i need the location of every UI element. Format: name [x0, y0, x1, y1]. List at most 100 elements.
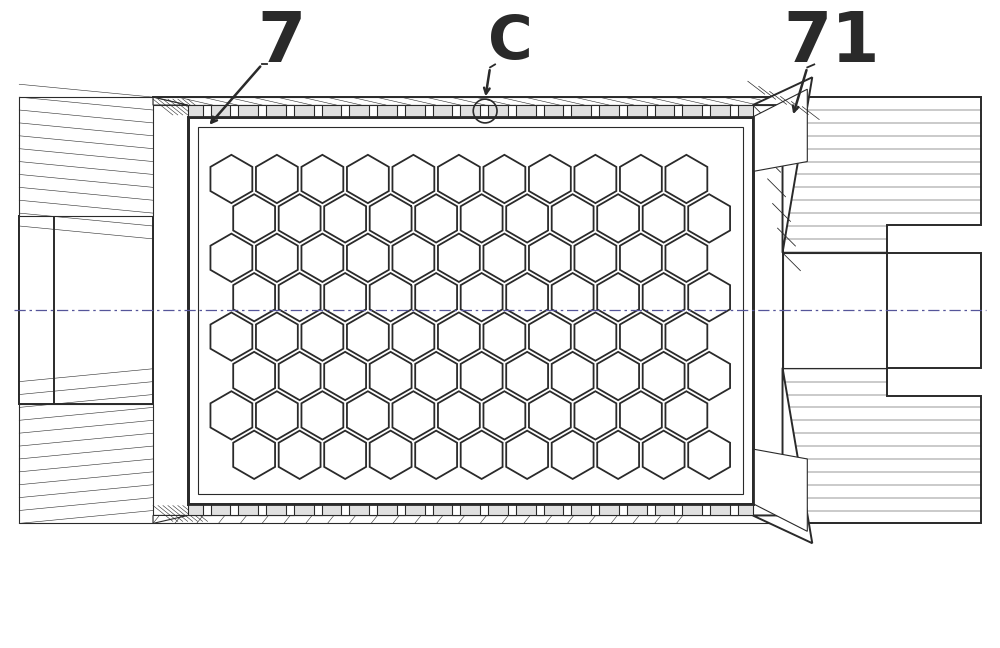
Polygon shape — [643, 273, 685, 321]
Polygon shape — [392, 234, 434, 282]
Polygon shape — [574, 391, 616, 439]
Polygon shape — [438, 234, 480, 282]
Bar — [203, 503, 211, 515]
Text: 71: 71 — [784, 9, 880, 76]
Bar — [203, 105, 211, 117]
Polygon shape — [256, 234, 298, 282]
Bar — [591, 503, 599, 515]
Polygon shape — [301, 312, 343, 361]
Bar — [536, 105, 544, 117]
Polygon shape — [597, 431, 639, 479]
Bar — [480, 503, 488, 515]
Polygon shape — [347, 391, 389, 439]
Bar — [702, 503, 710, 515]
Polygon shape — [324, 273, 366, 321]
Bar — [341, 105, 349, 117]
Polygon shape — [783, 253, 887, 368]
Polygon shape — [370, 352, 412, 400]
Polygon shape — [688, 352, 730, 400]
Polygon shape — [529, 312, 571, 361]
Bar — [730, 503, 738, 515]
Polygon shape — [279, 273, 321, 321]
Bar — [188, 117, 753, 503]
Polygon shape — [370, 194, 412, 242]
Polygon shape — [370, 431, 412, 479]
Polygon shape — [688, 194, 730, 242]
Polygon shape — [461, 352, 503, 400]
Polygon shape — [483, 312, 525, 361]
Polygon shape — [597, 273, 639, 321]
Polygon shape — [415, 431, 457, 479]
Polygon shape — [597, 352, 639, 400]
Polygon shape — [256, 312, 298, 361]
Bar — [425, 105, 433, 117]
Bar — [369, 105, 377, 117]
Polygon shape — [574, 155, 616, 203]
Polygon shape — [643, 431, 685, 479]
Polygon shape — [552, 194, 594, 242]
Polygon shape — [643, 194, 685, 242]
Bar — [188, 503, 753, 515]
Polygon shape — [597, 194, 639, 242]
Polygon shape — [279, 194, 321, 242]
Polygon shape — [19, 216, 54, 404]
Bar — [508, 503, 516, 515]
Polygon shape — [783, 368, 981, 524]
Polygon shape — [552, 431, 594, 479]
Polygon shape — [506, 431, 548, 479]
Bar — [452, 105, 460, 117]
Polygon shape — [665, 391, 707, 439]
Polygon shape — [279, 352, 321, 400]
Polygon shape — [233, 194, 275, 242]
Polygon shape — [415, 352, 457, 400]
Polygon shape — [461, 273, 503, 321]
Polygon shape — [887, 253, 981, 368]
Polygon shape — [324, 431, 366, 479]
Polygon shape — [483, 391, 525, 439]
Polygon shape — [210, 234, 252, 282]
Bar — [674, 503, 682, 515]
Polygon shape — [783, 97, 981, 253]
Polygon shape — [574, 234, 616, 282]
Polygon shape — [153, 97, 188, 105]
Bar — [230, 503, 238, 515]
Polygon shape — [643, 352, 685, 400]
Bar — [286, 503, 294, 515]
Polygon shape — [438, 391, 480, 439]
Polygon shape — [347, 234, 389, 282]
Bar — [341, 503, 349, 515]
Polygon shape — [415, 194, 457, 242]
Polygon shape — [461, 431, 503, 479]
Polygon shape — [620, 312, 662, 361]
Bar — [198, 127, 743, 494]
Polygon shape — [370, 273, 412, 321]
Bar — [480, 105, 488, 117]
Polygon shape — [438, 312, 480, 361]
Bar — [258, 105, 266, 117]
Bar — [563, 503, 571, 515]
Bar — [286, 105, 294, 117]
Polygon shape — [19, 97, 153, 524]
Polygon shape — [438, 155, 480, 203]
Polygon shape — [574, 312, 616, 361]
Polygon shape — [19, 404, 153, 524]
Bar — [425, 503, 433, 515]
Polygon shape — [483, 234, 525, 282]
Polygon shape — [506, 194, 548, 242]
Bar — [508, 105, 516, 117]
Bar — [397, 105, 405, 117]
Polygon shape — [256, 155, 298, 203]
Polygon shape — [324, 194, 366, 242]
Polygon shape — [665, 234, 707, 282]
Bar — [563, 105, 571, 117]
Polygon shape — [392, 312, 434, 361]
Polygon shape — [19, 97, 153, 216]
Bar — [452, 503, 460, 515]
Polygon shape — [529, 391, 571, 439]
Polygon shape — [665, 155, 707, 203]
Polygon shape — [153, 515, 783, 524]
Polygon shape — [552, 352, 594, 400]
Polygon shape — [688, 273, 730, 321]
Bar — [397, 503, 405, 515]
Bar — [647, 105, 655, 117]
